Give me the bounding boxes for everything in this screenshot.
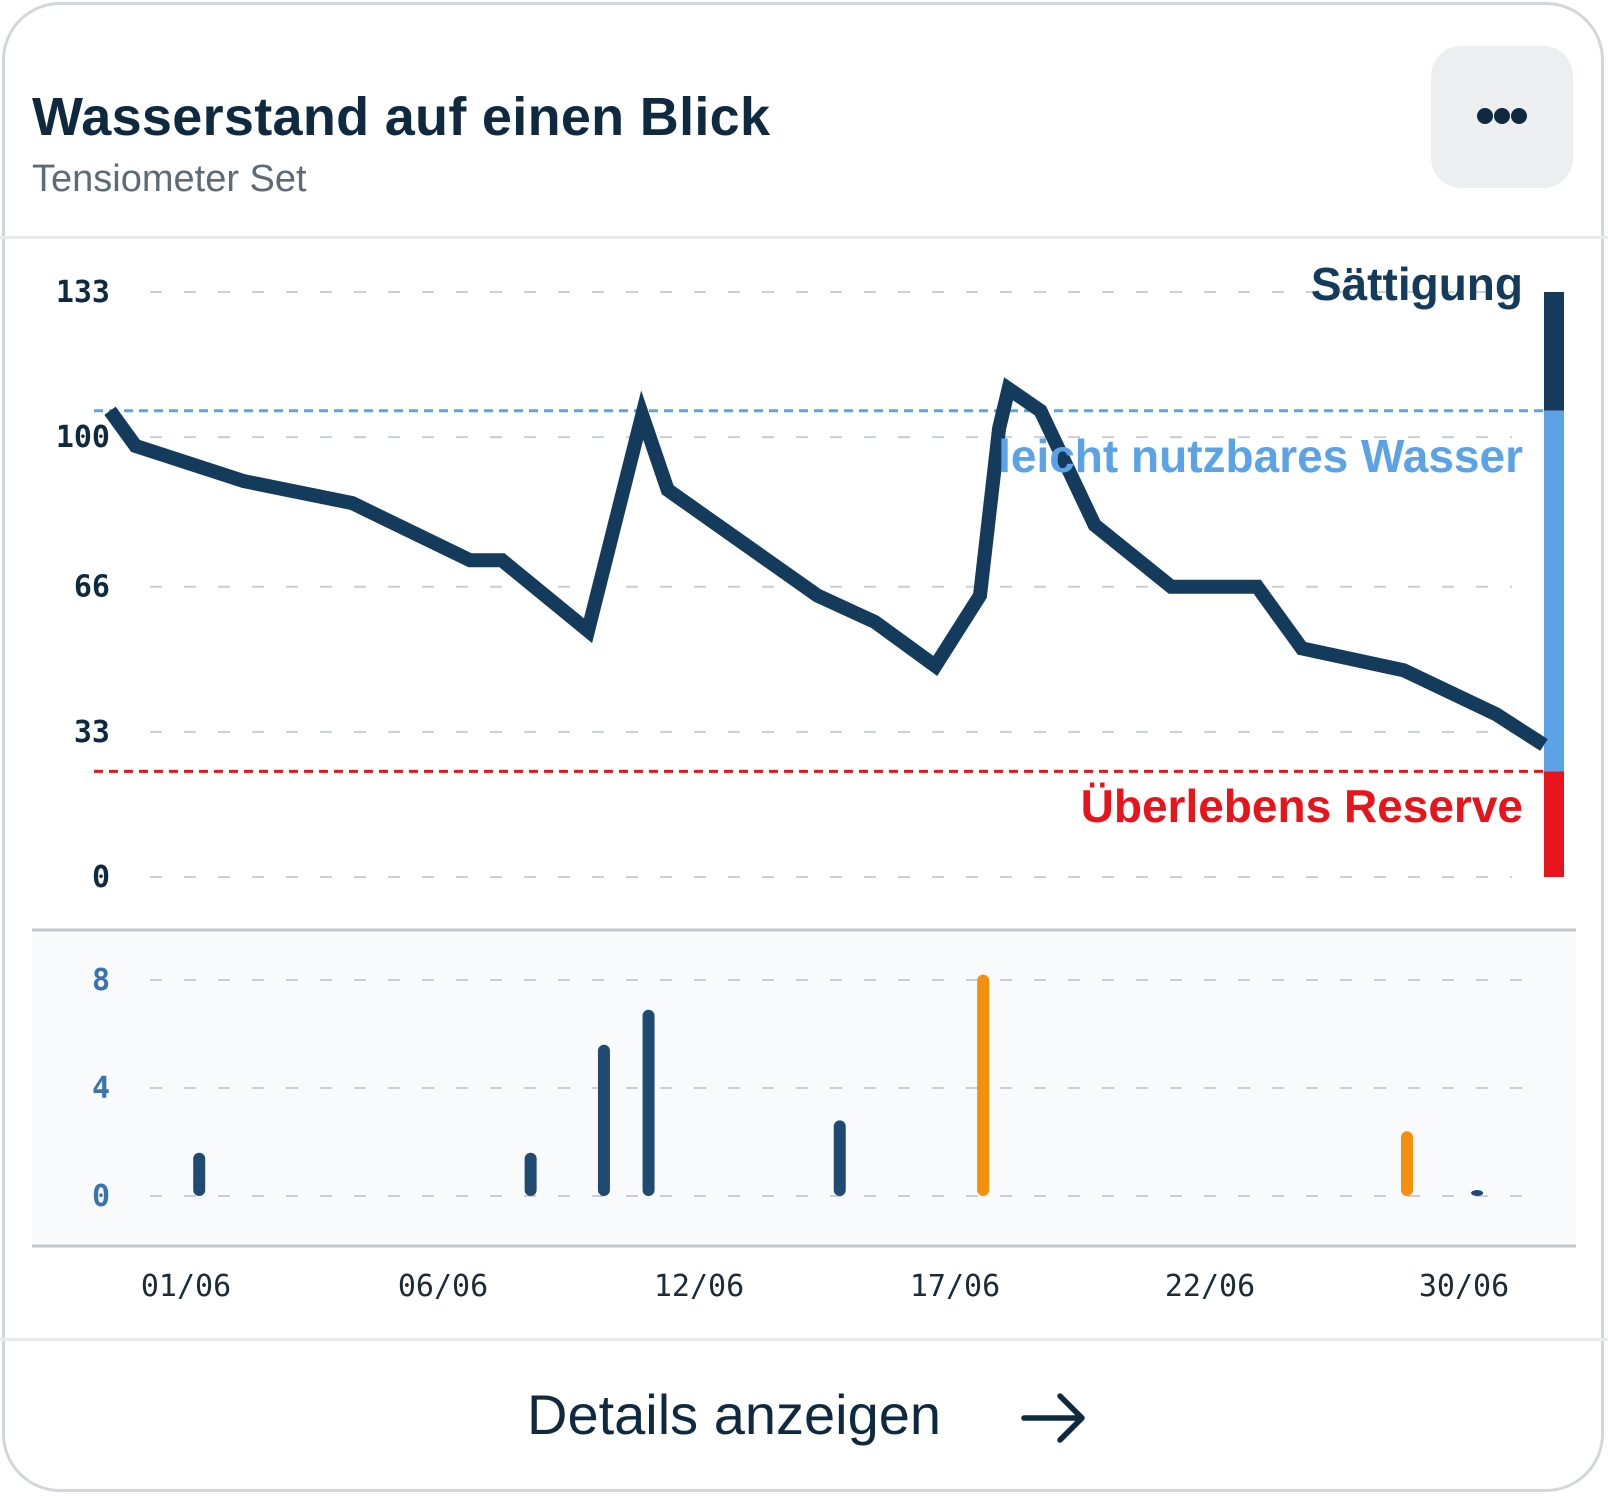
line-y-tick-label: 66 [74,570,110,605]
zone-bar-segment [1544,771,1564,877]
x-tick-label: 22/06 [1165,1269,1255,1304]
x-tick-label: 30/06 [1419,1269,1509,1304]
bar-y-tick-label: 0 [92,1179,110,1214]
bar-y-tick-label: 8 [92,963,110,998]
zone-bar-segment [1544,410,1564,772]
precipitation-bar [524,1152,537,1196]
line-y-tick-label: 33 [74,715,110,750]
line-y-tick-label: 0 [92,860,110,895]
precipitation-bar [642,1009,655,1196]
precipitation-bar [833,1120,846,1196]
zone-label: Überlebens Reserve [1081,780,1523,832]
x-tick-label: 12/06 [654,1269,744,1304]
water-level-line [104,377,1548,751]
x-tick-label: 17/06 [910,1269,1000,1304]
x-tick-label: 06/06 [398,1269,488,1304]
header-divider [0,236,1608,239]
footer-divider [0,1338,1608,1341]
details-label: Details anzeigen [527,1383,942,1446]
precipitation-bar [193,1152,206,1196]
precipitation-bar [1471,1190,1484,1196]
x-tick-label: 01/06 [141,1269,231,1304]
precipitation-bar [977,974,990,1196]
arrow-right-icon [1021,1393,1085,1443]
zone-bar-segment [1544,292,1564,411]
zone-label: leicht nutzbares Wasser [998,430,1523,482]
more-options-button[interactable] [1431,46,1573,188]
bar-y-tick-label: 4 [92,1071,110,1106]
zone-label: Sättigung [1311,258,1523,310]
line-y-tick-label: 100 [56,420,110,455]
precipitation-bar [597,1044,610,1196]
precipitation-bar [1400,1131,1413,1196]
card-subtitle: Tensiometer Set [32,158,307,200]
card-title: Wasserstand auf einen Blick [32,87,771,147]
line-y-tick-label: 133 [56,275,110,310]
